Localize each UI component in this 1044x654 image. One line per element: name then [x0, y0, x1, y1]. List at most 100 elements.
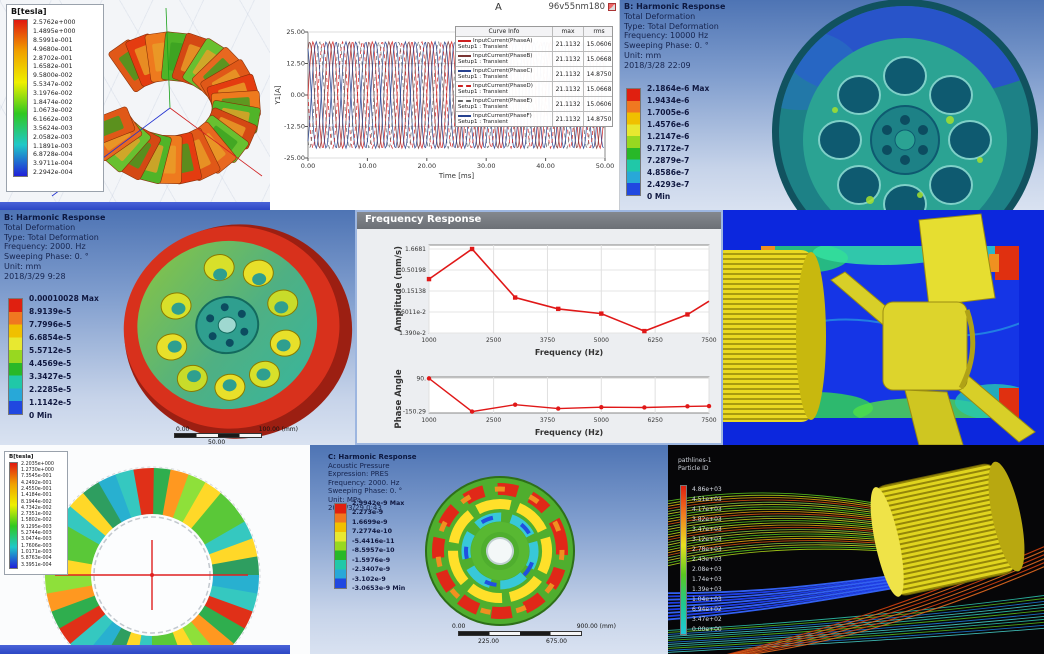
- legend-row: InputCurrent(PhaseC) Setup1 : Transient 21…: [456, 66, 612, 81]
- colorbar-label: 0 Min: [647, 191, 671, 201]
- legend-row: InputCurrent(PhaseA) Setup1 : Transient 21…: [456, 36, 612, 51]
- info-line: B: Harmonic Response: [4, 213, 106, 222]
- svg-text:-12.50: -12.50: [284, 123, 305, 131]
- svg-text:Y1[A]: Y1[A]: [274, 85, 282, 105]
- colorbar-label: 2.2942e-004: [33, 168, 73, 176]
- result-info-block: C: Harmonic Response Acoustic Pressure Exp…: [328, 453, 417, 513]
- panel-pathlines: pathlines-1 Particle ID 4.86e+03 4.51e+03…: [668, 445, 1044, 654]
- colorbar-label: 2.273e-9: [352, 509, 384, 517]
- svg-text:2500: 2500: [486, 337, 501, 344]
- legend-row: InputCurrent(PhaseE) Setup1 : Transient 21…: [456, 96, 612, 111]
- info-line: Total Deformation: [4, 222, 76, 232]
- curve-color-swatch: [458, 40, 471, 42]
- colorbar-label: 5.5712e-5: [29, 345, 72, 355]
- colorbar-label: 1.6582e-001: [33, 63, 73, 71]
- svg-text:-25.00: -25.00: [284, 154, 305, 162]
- plot-corner-label: 96v55nm180: [548, 2, 605, 12]
- svg-text:0.15138: 0.15138: [401, 288, 426, 295]
- field-colorbar-box: B[tesla] 2.2035e+000 1.2730e+000 7.3545e-0…: [4, 451, 68, 575]
- svg-text:Frequency (Hz): Frequency (Hz): [535, 428, 603, 437]
- colorbar-label: 4.86e+03: [692, 486, 722, 493]
- acoustic-disc-render: [425, 476, 575, 626]
- propeller-model: [830, 213, 1036, 445]
- colorbar-label: 6.8728e-004: [33, 151, 73, 159]
- svg-text:2500: 2500: [486, 417, 501, 424]
- colorbar-label: 1.9434e-6: [647, 95, 690, 105]
- colorbar-label: 6.94e+02: [692, 606, 722, 613]
- colorbar-label: 1.2730e+000: [21, 468, 54, 474]
- colorbar-label: 5.2744e-003: [21, 531, 52, 537]
- svg-text:5000: 5000: [594, 417, 609, 424]
- svg-text:3750: 3750: [540, 417, 555, 424]
- svg-text:Time [ms]: Time [ms]: [438, 172, 475, 180]
- window-titlebar[interactable]: Frequency Response: [357, 212, 721, 229]
- colorbar-label: 0.00e+00: [692, 626, 722, 633]
- colorbar-label: 9.7172e-7: [647, 143, 690, 153]
- info-line: Unit: mm: [624, 50, 662, 60]
- colorbar-label: 2.7351e-002: [21, 512, 52, 518]
- info-line: 2018/3/29 9:28: [4, 271, 66, 281]
- colorbar-label: 2.0582e-003: [33, 133, 73, 141]
- colorbar-label: 8.1944e-002: [21, 499, 52, 505]
- info-line: Frequency: 2000. Hz: [328, 478, 400, 487]
- colorbar-label: 3.47e+02: [692, 616, 722, 623]
- curve-color-swatch: [458, 85, 471, 87]
- colorbar-label: 7.3545e-001: [21, 474, 52, 480]
- info-line: B: Harmonic Response: [624, 2, 726, 11]
- svg-text:0.00: 0.00: [301, 162, 315, 170]
- svg-text:1.390e-2: 1.390e-2: [399, 330, 426, 337]
- colorbar-label: 4.7342e-002: [21, 505, 52, 511]
- colorbar-label: 1.04e+03: [692, 596, 722, 603]
- svg-text:10.00: 10.00: [358, 162, 377, 170]
- svg-text:0.50198: 0.50198: [401, 267, 426, 274]
- svg-text:1000: 1000: [421, 337, 436, 344]
- svg-text:Frequency (Hz): Frequency (Hz): [535, 348, 603, 357]
- svg-text:4.6011e-2: 4.6011e-2: [395, 309, 426, 316]
- deformation-colorbar: 0.00010028 Max 8.9139e-5 7.7996e-5 6.6854e-…: [8, 294, 107, 425]
- plot-corner-icon: [608, 3, 616, 11]
- colorbar-title: B[tesla]: [9, 454, 34, 460]
- info-line: Sweeping Phase: 0. °: [328, 487, 403, 496]
- colorbar-label: 8.9139e-5: [29, 306, 72, 316]
- colorbar-label: 3.82e+03: [692, 516, 722, 523]
- info-line: Acoustic Pressure: [328, 461, 390, 470]
- legend-header: Curve Info: [488, 28, 520, 35]
- colorbar-label: 3.12e+03: [692, 536, 722, 543]
- result-info-block: B: Harmonic Response Total Deformation Typ…: [624, 2, 725, 70]
- legend-header: max: [552, 27, 583, 36]
- colorbar-label: 2.2285e-5: [29, 384, 72, 394]
- info-line: 2018/3/28 22:09: [624, 60, 691, 70]
- colorbar-label: 8.5991e-001: [33, 36, 73, 44]
- colorbar-label: 2.4293e-7: [647, 179, 690, 189]
- colorbar-label: 1.39e+03: [692, 586, 722, 593]
- colorbar-label: 7.2879e-7: [647, 155, 690, 165]
- colorbar-label: 1.1142e-5: [29, 397, 72, 407]
- legend-row: InputCurrent(PhaseB) Setup1 : Transient 21…: [456, 51, 612, 66]
- pathlines-render: [668, 461, 1044, 654]
- svg-text:Phase Angle: Phase Angle: [394, 369, 404, 428]
- colorbar-label: 1.4184e-001: [21, 493, 52, 499]
- svg-text:25.00: 25.00: [286, 28, 305, 36]
- colorbar-label: 1.1891e-003: [33, 142, 73, 150]
- colorbar-label: 1.7606e-003: [21, 543, 52, 549]
- colorbar-label: 4.9680e-001: [33, 45, 73, 53]
- scale-ruler: 0.00 100.00 (mm) 50.00: [174, 426, 298, 445]
- curve-color-swatch: [458, 55, 471, 57]
- svg-text:20.00: 20.00: [417, 162, 436, 170]
- panel-harmonic-10000: B: Harmonic Response Total Deformation Typ…: [620, 0, 1044, 210]
- colorbar-label: 1.7005e-6: [647, 107, 690, 117]
- info-line: 2018/3/29 0:43: [328, 504, 382, 513]
- colorbar-label: 3.1976e-002: [33, 89, 73, 97]
- colorbar-label: 2.43e+03: [692, 556, 722, 563]
- colorbar-label: 3.3951e-004: [21, 562, 52, 568]
- colorbar-label: 2.4550e-001: [21, 486, 52, 492]
- colorbar-label: 1.8474e-002: [33, 98, 73, 106]
- legend-row: InputCurrent(PhaseF) Setup1 : Transient 21…: [456, 111, 612, 126]
- gear-model: [723, 250, 826, 422]
- svg-text:30.00: 30.00: [477, 162, 496, 170]
- info-line: Sweeping Phase: 0. °: [4, 252, 89, 261]
- svg-text:90.: 90.: [416, 375, 426, 382]
- curve-color-swatch: [458, 70, 471, 72]
- info-line: Sweeping Phase: 0. °: [624, 41, 709, 50]
- hotspot-markers: [832, 107, 983, 204]
